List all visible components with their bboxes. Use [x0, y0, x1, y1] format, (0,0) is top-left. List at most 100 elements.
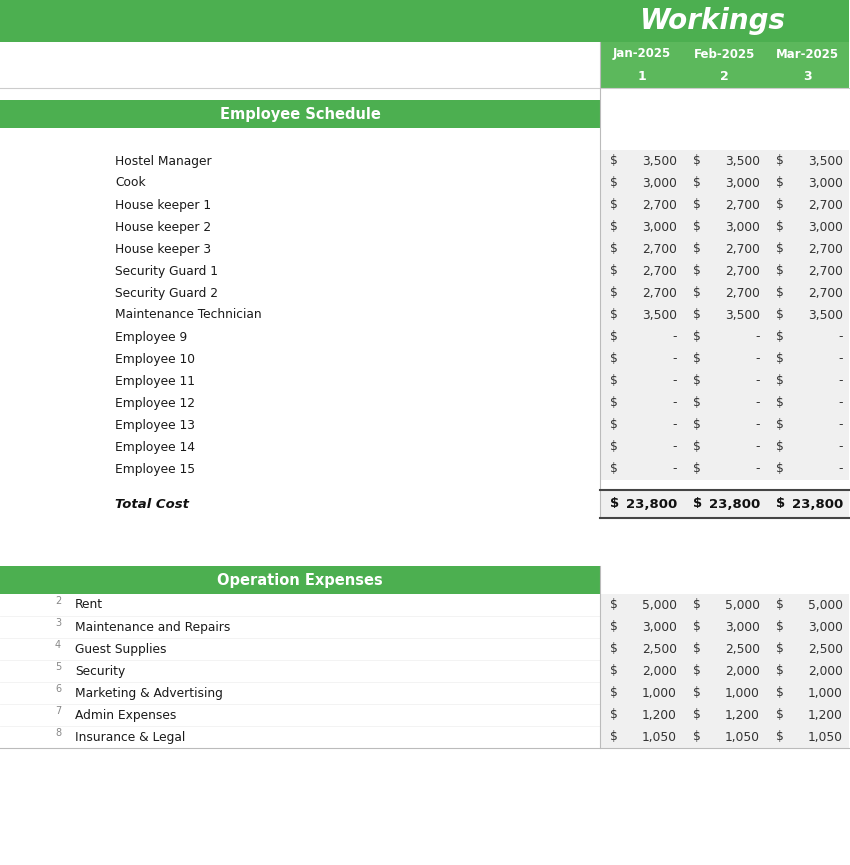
Text: 3,500: 3,500 [725, 155, 760, 168]
Text: House keeper 3: House keeper 3 [115, 242, 211, 255]
Text: -: - [672, 440, 677, 453]
Text: 23,800: 23,800 [709, 497, 760, 510]
Text: Marketing & Advertising: Marketing & Advertising [75, 687, 223, 700]
Text: 2,500: 2,500 [808, 643, 843, 656]
Text: 2,700: 2,700 [725, 198, 760, 212]
Text: 3,000: 3,000 [642, 221, 677, 234]
Text: 2: 2 [720, 71, 728, 84]
Text: Employee 13: Employee 13 [115, 419, 195, 432]
Text: 2,700: 2,700 [642, 286, 677, 299]
Bar [0, 0, 600, 42]
Text: 7: 7 [55, 706, 61, 716]
Text: 1,000: 1,000 [808, 687, 843, 700]
Text: $: $ [610, 687, 618, 700]
Text: 3,000: 3,000 [808, 221, 843, 234]
Bar [0, 172, 600, 194]
Text: $: $ [610, 242, 618, 255]
Text: 1,000: 1,000 [725, 687, 760, 700]
Text: $: $ [776, 687, 784, 700]
Text: 3,500: 3,500 [725, 309, 760, 322]
Text: Maintenance Technician: Maintenance Technician [115, 309, 262, 322]
Bar [0, 458, 600, 480]
Text: 1,050: 1,050 [725, 731, 760, 744]
Bar [600, 150, 849, 480]
Text: -: - [756, 396, 760, 409]
Bar [0, 566, 600, 594]
Bar [0, 150, 600, 172]
Bar [0, 704, 600, 726]
Text: -: - [838, 440, 843, 453]
Bar [0, 260, 600, 282]
Text: 2,700: 2,700 [808, 198, 843, 212]
Bar [0, 594, 600, 616]
Text: $: $ [610, 330, 618, 343]
Text: $: $ [693, 419, 700, 432]
Text: 2,700: 2,700 [642, 265, 677, 278]
Text: 3,500: 3,500 [642, 155, 677, 168]
Text: 2,700: 2,700 [725, 286, 760, 299]
Text: $: $ [776, 497, 785, 510]
Text: -: - [672, 353, 677, 366]
Text: 1,000: 1,000 [642, 687, 677, 700]
Text: $: $ [776, 643, 784, 656]
Text: Workings: Workings [639, 7, 785, 35]
Text: 1,200: 1,200 [808, 708, 843, 721]
Text: 2,000: 2,000 [808, 664, 843, 677]
Text: -: - [672, 463, 677, 476]
Text: $: $ [776, 309, 784, 322]
Text: $: $ [776, 330, 784, 343]
Text: Employee 9: Employee 9 [115, 330, 187, 343]
Text: 2,700: 2,700 [642, 198, 677, 212]
Text: $: $ [693, 198, 700, 212]
Text: $: $ [610, 497, 619, 510]
Bar [0, 616, 600, 638]
Text: 5,000: 5,000 [808, 599, 843, 612]
Text: $: $ [693, 242, 700, 255]
Bar [0, 436, 600, 458]
Text: $: $ [610, 440, 618, 453]
Text: -: - [756, 419, 760, 432]
Text: 2,700: 2,700 [725, 265, 760, 278]
Text: $: $ [693, 620, 700, 633]
Text: 8: 8 [55, 728, 61, 738]
Bar [0, 726, 600, 748]
Bar [0, 216, 600, 238]
Bar [0, 660, 600, 682]
Text: $: $ [610, 731, 618, 744]
Text: $: $ [776, 664, 784, 677]
Text: $: $ [776, 731, 784, 744]
Text: 2,500: 2,500 [642, 643, 677, 656]
Text: $: $ [776, 286, 784, 299]
Text: $: $ [693, 221, 700, 234]
Text: $: $ [610, 463, 618, 476]
Text: $: $ [693, 375, 700, 388]
Bar [600, 42, 849, 66]
Text: $: $ [776, 620, 784, 633]
Bar [0, 348, 600, 370]
Text: Admin Expenses: Admin Expenses [75, 708, 177, 721]
Text: Security Guard 1: Security Guard 1 [115, 265, 218, 278]
Text: $: $ [693, 396, 700, 409]
Text: $: $ [776, 353, 784, 366]
Text: Insurance & Legal: Insurance & Legal [75, 731, 185, 744]
Text: $: $ [776, 440, 784, 453]
Bar [600, 490, 849, 518]
Text: $: $ [693, 330, 700, 343]
Text: $: $ [693, 708, 700, 721]
Bar [0, 66, 600, 88]
Text: Rent: Rent [75, 599, 103, 612]
Text: 1,050: 1,050 [808, 731, 843, 744]
Text: $: $ [776, 463, 784, 476]
Text: 2: 2 [55, 596, 61, 606]
Text: 2,500: 2,500 [725, 643, 760, 656]
Text: -: - [838, 330, 843, 343]
Text: 4: 4 [55, 640, 61, 650]
Text: -: - [672, 375, 677, 388]
Text: 3,000: 3,000 [725, 176, 760, 189]
Text: Feb-2025: Feb-2025 [694, 48, 755, 61]
Text: 23,800: 23,800 [626, 497, 677, 510]
Text: Security: Security [75, 664, 125, 677]
Text: 2,000: 2,000 [725, 664, 760, 677]
Text: -: - [838, 463, 843, 476]
Text: 3,000: 3,000 [642, 176, 677, 189]
